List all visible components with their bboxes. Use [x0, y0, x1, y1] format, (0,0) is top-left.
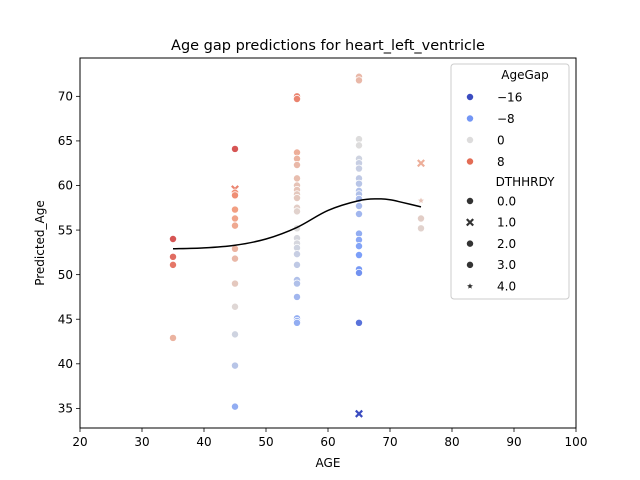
x-tick-label: 80 — [444, 435, 459, 449]
x-tick-label: 50 — [258, 435, 273, 449]
data-point — [293, 318, 301, 327]
x-tick-label: 100 — [565, 435, 588, 449]
point-x-glyph — [417, 159, 425, 168]
data-point — [293, 174, 301, 183]
y-axis-ticks: 35 40 45 50 55 60 65 70 — [58, 90, 80, 416]
data-point — [231, 302, 239, 311]
data-point — [231, 221, 239, 230]
y-axis-label: Predicted_Age — [33, 200, 47, 286]
data-point — [231, 361, 239, 370]
x-axis-ticks: 20 30 40 50 60 70 80 90 100 — [72, 428, 587, 449]
data-point — [417, 214, 425, 223]
legend-hue-label: 0 — [497, 133, 505, 147]
legend-style-marker — [466, 218, 474, 227]
data-point — [355, 242, 363, 251]
point-x-glyph — [355, 409, 363, 418]
data-point — [355, 409, 363, 418]
data-point — [355, 141, 363, 150]
data-point — [169, 252, 177, 261]
data-point — [355, 210, 363, 218]
y-tick-label: 50 — [58, 268, 73, 282]
legend-style-marker — [466, 197, 474, 205]
data-point — [169, 235, 177, 243]
point-x-glyph — [466, 218, 474, 227]
data-point — [293, 161, 301, 169]
data-point — [293, 207, 301, 216]
legend-style-label: 0.0 — [497, 194, 516, 208]
chart-title: Age gap predictions for heart_left_ventr… — [171, 38, 485, 54]
data-point — [169, 260, 177, 269]
legend-hue-marker — [466, 93, 474, 101]
data-point — [231, 144, 239, 153]
data-point — [231, 402, 239, 411]
data-point — [231, 279, 239, 288]
legend-hue-title: AgeGap — [501, 68, 548, 82]
x-tick-label: 40 — [196, 435, 211, 449]
legend-style-marker — [465, 281, 475, 290]
data-point — [355, 251, 363, 260]
legend-style-label: 1.0 — [497, 216, 516, 230]
y-tick-label: 60 — [58, 179, 73, 193]
x-tick-label: 60 — [320, 435, 335, 449]
data-point — [355, 202, 363, 210]
legend-hue-label: −16 — [497, 90, 522, 104]
data-point — [417, 224, 425, 233]
y-tick-label: 40 — [58, 357, 73, 371]
scatter-points — [169, 72, 426, 418]
x-tick-label: 30 — [134, 435, 149, 449]
data-point — [417, 159, 425, 168]
legend-box — [450, 63, 570, 300]
data-point — [231, 330, 239, 339]
data-point — [231, 254, 239, 263]
x-tick-label: 90 — [506, 435, 521, 449]
data-point — [293, 250, 301, 259]
trend-line-group — [172, 198, 422, 250]
x-axis-label: AGE — [316, 456, 341, 470]
y-tick-label: 35 — [58, 402, 73, 416]
data-point — [293, 95, 301, 103]
x-tick-label: 70 — [382, 435, 397, 449]
data-point — [355, 76, 363, 85]
y-tick-label: 45 — [58, 312, 73, 326]
data-point — [355, 164, 363, 173]
data-point — [293, 194, 301, 202]
legend-style-marker — [466, 239, 474, 248]
legend-hue-label: 8 — [497, 155, 505, 169]
y-tick-label: 55 — [58, 223, 73, 237]
legend-style-label: 4.0 — [497, 280, 516, 294]
data-point — [169, 333, 177, 342]
data-point — [293, 292, 301, 301]
data-point — [231, 205, 239, 214]
legend-hue-marker — [466, 157, 474, 166]
legend-style-entries: 0.0 1.0 2.0 3.0 4.0 — [465, 194, 516, 294]
data-point — [355, 318, 363, 327]
y-tick-label: 65 — [58, 134, 73, 148]
data-point — [231, 191, 239, 200]
legend-style-marker — [466, 260, 474, 269]
data-point — [355, 268, 363, 277]
legend-hue-entries: −16 −8 0 8 — [466, 90, 522, 169]
legend-style-label: 2.0 — [497, 237, 516, 251]
legend-hue-marker — [466, 114, 474, 123]
data-point — [416, 196, 426, 205]
legend-style-label: 3.0 — [497, 258, 516, 272]
legend-hue-label: −8 — [497, 112, 515, 126]
legend-hue-marker — [466, 136, 474, 144]
data-point — [355, 179, 363, 188]
data-point — [293, 260, 301, 269]
data-point — [293, 279, 301, 288]
x-tick-label: 20 — [72, 435, 87, 449]
trend-line — [172, 198, 422, 250]
data-point — [231, 214, 239, 223]
legend-style-title: DTHHRDY — [496, 175, 556, 189]
y-tick-label: 70 — [58, 90, 73, 104]
legend: AgeGap −16 −8 0 8 DTHHRDY 0.0 1.0 2.0 3.0 4.0 — [450, 63, 570, 300]
